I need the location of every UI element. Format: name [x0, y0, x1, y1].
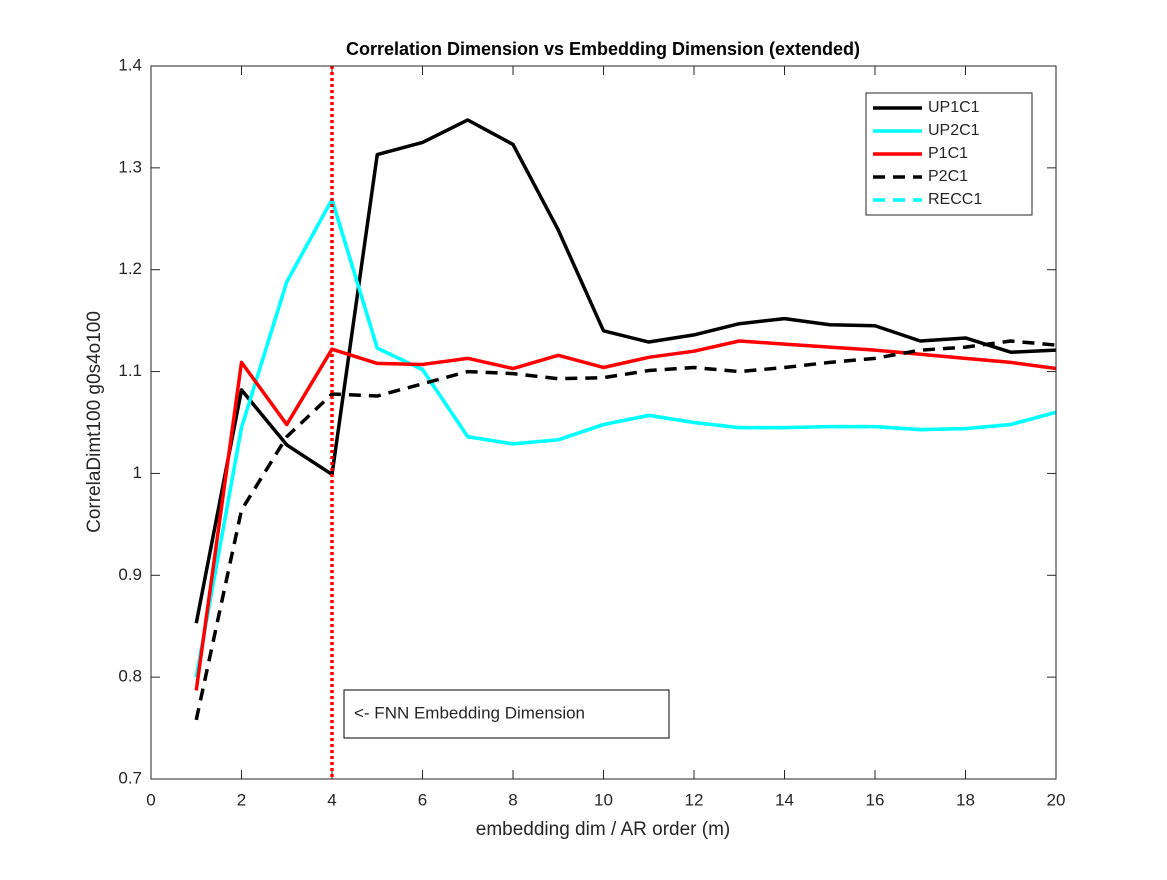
y-tick-label: 1.2	[118, 259, 142, 278]
x-tick-label: 10	[594, 790, 613, 809]
x-tick-label: 18	[956, 790, 975, 809]
x-tick-label: 12	[685, 790, 704, 809]
x-tick-label: 8	[508, 790, 517, 809]
x-tick-label: 20	[1047, 790, 1066, 809]
annotation-box	[343, 689, 670, 739]
x-tick-label: 6	[418, 790, 427, 809]
legend-label: P2C1	[928, 168, 968, 185]
y-tick-label: 1.4	[118, 55, 142, 74]
x-tick-label: 16	[866, 790, 885, 809]
x-tick-label: 4	[327, 790, 336, 809]
y-tick-label: 1	[133, 463, 142, 482]
y-tick-label: 0.8	[118, 667, 142, 686]
legend-label: UP1C1	[928, 99, 980, 116]
axes-box	[150, 65, 1057, 780]
legend-label: RECC1	[928, 191, 982, 208]
y-tick-label: 1.3	[118, 157, 142, 176]
y-axis-label: CorrelaDimt100 g0s4o100	[84, 311, 105, 533]
y-tick-label: 1.1	[118, 361, 142, 380]
legend-label: UP2C1	[928, 122, 980, 139]
x-tick-label: 0	[146, 790, 155, 809]
series-line	[194, 339, 1057, 691]
x-tick-label: 2	[237, 790, 246, 809]
x-axis-label: embedding dim / AR order (m)	[476, 819, 731, 840]
x-tick-label: 14	[775, 790, 794, 809]
series-line	[194, 339, 1057, 721]
chart-title: Correlation Dimension vs Embedding Dimen…	[346, 39, 860, 59]
legend-label: P1C1	[928, 145, 968, 162]
y-tick-label: 0.7	[118, 768, 142, 787]
series-line	[194, 197, 1057, 678]
y-tick-label: 0.9	[118, 565, 142, 584]
series-line	[194, 118, 1057, 624]
annotation-text: <- FNN Embedding Dimension	[354, 703, 585, 722]
